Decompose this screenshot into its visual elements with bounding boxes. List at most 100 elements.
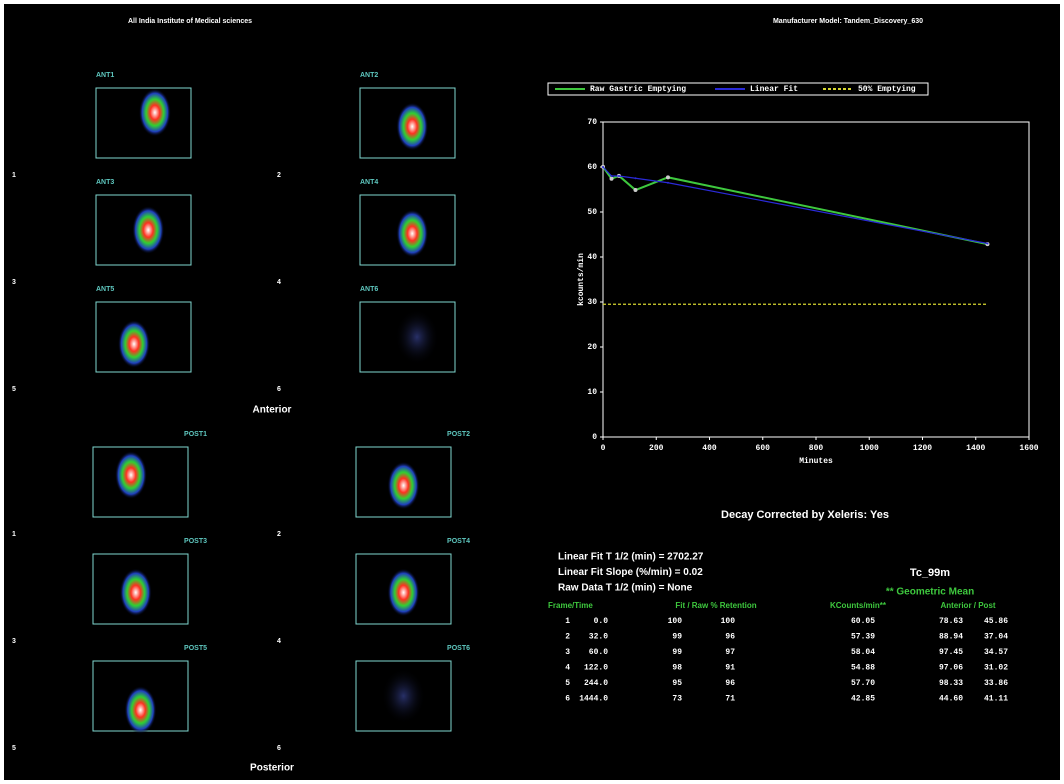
y-tick-label: 50 — [587, 208, 597, 217]
frame-number: 6 — [277, 386, 281, 393]
series-point — [610, 177, 614, 181]
x-tick-label: 1400 — [966, 444, 985, 453]
table-header: Fit / Raw % Retention — [675, 601, 756, 610]
x-tick-label: 1000 — [860, 444, 879, 453]
manufacturer: Manufacturer Model: Tandem_Discovery_630 — [773, 18, 923, 25]
y-tick-label: 70 — [587, 118, 597, 127]
table-cell: 100 — [721, 617, 736, 626]
table-cell: 71 — [725, 695, 735, 704]
image-label: ANT3 — [96, 179, 114, 186]
series-point — [986, 243, 988, 245]
image-label: ANT1 — [96, 72, 114, 79]
table-cell: 78.63 — [939, 617, 963, 626]
x-axis-label: Minutes — [799, 457, 833, 466]
table-cell: 1 — [565, 617, 570, 626]
image-label: POST3 — [184, 538, 207, 545]
frame-number: 1 — [12, 172, 16, 179]
table-cell: 60.0 — [589, 648, 608, 657]
table-cell: 57.70 — [851, 679, 875, 688]
series-point — [634, 177, 636, 179]
image-label: POST5 — [184, 645, 207, 652]
thumbnail-image — [120, 569, 152, 617]
thumbnail-image — [388, 462, 420, 510]
table-cell: 73 — [672, 695, 682, 704]
frame-number: 4 — [277, 279, 281, 286]
screen: All India Institute of Medical sciences … — [0, 0, 1064, 784]
image-label: ANT6 — [360, 286, 378, 293]
section-title: Posterior — [250, 763, 294, 774]
table-cell: 45.86 — [984, 617, 1008, 626]
table-cell: 5 — [565, 679, 570, 688]
table-cell: 60.05 — [851, 617, 875, 626]
table-cell: 54.88 — [851, 664, 875, 673]
image-label: POST6 — [447, 645, 470, 652]
x-tick-label: 1200 — [913, 444, 932, 453]
thumbnail-image — [388, 569, 420, 617]
stat-line: Linear Fit Slope (%/min) = 0.02 — [558, 567, 703, 578]
legend-label: Raw Gastric Emptying — [590, 85, 686, 94]
table-cell: 42.85 — [851, 695, 875, 704]
table-cell: 122.0 — [584, 664, 608, 673]
section-title: Anterior — [253, 405, 292, 416]
frame-number: 6 — [277, 745, 281, 752]
series-point — [666, 175, 670, 179]
image-label: POST4 — [447, 538, 470, 545]
page: All India Institute of Medical sciences … — [0, 0, 1064, 784]
image-label: POST2 — [447, 431, 470, 438]
y-tick-label: 40 — [587, 253, 597, 262]
table-cell: 96 — [725, 633, 735, 642]
table-cell: 34.57 — [984, 648, 1008, 657]
table-cell: 33.86 — [984, 679, 1008, 688]
image-label: POST1 — [184, 431, 207, 438]
image-label: ANT2 — [360, 72, 378, 79]
table-cell: 244.0 — [584, 679, 608, 688]
legend-label: 50% Emptying — [858, 85, 916, 94]
table-cell: 99 — [672, 648, 682, 657]
table-header: Frame/Time — [548, 601, 593, 610]
y-tick-label: 20 — [587, 343, 597, 352]
x-tick-label: 1600 — [1019, 444, 1038, 453]
table-cell: 96 — [725, 679, 735, 688]
thumbnail-image — [118, 320, 150, 368]
x-tick-label: 800 — [809, 444, 824, 453]
thumbnail-image — [395, 309, 439, 365]
table-cell: 100 — [668, 617, 683, 626]
stat-line: Raw Data T 1/2 (min) = None — [558, 583, 693, 594]
series-point — [602, 166, 604, 168]
y-tick-label: 0 — [592, 433, 597, 442]
table-cell: 6 — [565, 695, 570, 704]
thumbnail-image — [396, 103, 428, 151]
table-cell: 37.04 — [984, 633, 1008, 642]
table-cell: 4 — [565, 664, 570, 673]
x-tick-label: 200 — [649, 444, 664, 453]
frame-number: 1 — [12, 531, 16, 538]
x-tick-label: 400 — [702, 444, 717, 453]
thumbnail-image — [115, 451, 147, 499]
table-cell: 41.11 — [984, 695, 1008, 704]
frame-number: 3 — [12, 638, 16, 645]
table-cell: 97.45 — [939, 648, 963, 657]
image-label: ANT4 — [360, 179, 378, 186]
y-tick-label: 10 — [587, 388, 597, 397]
table-cell: 57.39 — [851, 633, 875, 642]
table-cell: 91 — [725, 664, 735, 673]
table-header: KCounts/min** — [830, 601, 887, 610]
thumbnail-image — [132, 206, 164, 254]
table-cell: 98.33 — [939, 679, 963, 688]
legend-label: Linear Fit — [750, 85, 798, 94]
y-axis-label: kcounts/min — [577, 253, 586, 306]
series-point — [633, 188, 637, 192]
series-point — [618, 175, 620, 177]
stat-line: Linear Fit T 1/2 (min) = 2702.27 — [558, 552, 704, 563]
frame-number: 2 — [277, 172, 281, 179]
table-cell: 58.04 — [851, 648, 875, 657]
institute: All India Institute of Medical sciences — [128, 18, 252, 25]
frame-number: 5 — [12, 386, 16, 393]
x-tick-label: 0 — [601, 444, 606, 453]
table-cell: 1444.0 — [579, 695, 608, 704]
table-cell: 2 — [565, 633, 570, 642]
image-label: ANT5 — [96, 286, 114, 293]
frame-number: 2 — [277, 531, 281, 538]
frame-number: 5 — [12, 745, 16, 752]
table-cell: 44.60 — [939, 695, 963, 704]
